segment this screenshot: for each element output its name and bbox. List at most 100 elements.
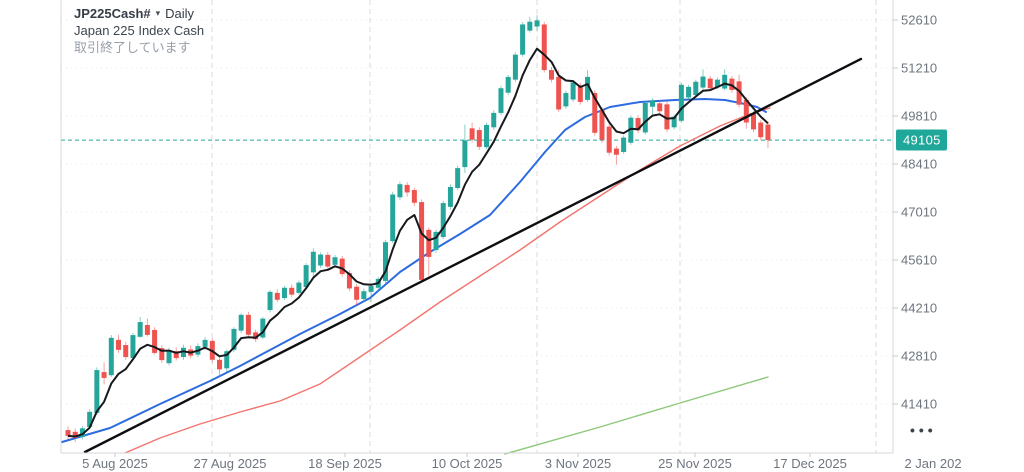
date-axis-label: 5 Aug 2025: [82, 456, 148, 471]
candle-up: [108, 337, 114, 376]
candle-up: [166, 350, 172, 364]
timeframe-label[interactable]: Daily: [165, 6, 195, 21]
current-price-badge: 49105: [896, 129, 947, 151]
candle-down: [354, 286, 360, 300]
candle-up: [722, 74, 728, 89]
candle-down: [765, 124, 771, 141]
candle-up: [202, 339, 208, 347]
symbol-name[interactable]: JP225Cash#: [74, 6, 151, 21]
candle-up: [390, 194, 396, 242]
candle-down: [411, 190, 417, 203]
price-axis-label: 42810: [901, 348, 938, 364]
candle-down: [173, 351, 179, 359]
date-axis-label: 3 Nov 2025: [544, 456, 612, 471]
date-axis-label: 17 Dec 2025: [773, 456, 847, 471]
price-axis-label: 47010: [901, 204, 938, 220]
candle-down: [245, 314, 251, 335]
candle-down: [325, 254, 331, 267]
candle-up: [686, 86, 692, 98]
candle-up: [671, 116, 677, 128]
date-axis-label: 25 Nov 2025: [658, 456, 732, 471]
date-axis-label: 18 Sep 2025: [308, 456, 382, 471]
candle-down: [339, 258, 345, 275]
ma-line-red: [124, 107, 771, 454]
candle-down: [664, 104, 670, 130]
candle-up: [137, 322, 143, 337]
candle-up: [267, 291, 273, 311]
candle-up: [260, 318, 266, 338]
candle-up: [563, 93, 569, 107]
candle-up: [512, 54, 518, 80]
ma-line-black: [67, 47, 769, 438]
candle-up: [570, 82, 576, 100]
instrument-fullname: Japan 225 Index Cash: [74, 23, 205, 38]
ma-line-green: [504, 376, 769, 455]
ma-line-blue: [61, 98, 767, 443]
candle-down: [426, 229, 432, 257]
chevron-down-icon[interactable]: ▾: [155, 8, 161, 18]
candle-down: [469, 128, 475, 140]
candle-up: [693, 81, 699, 96]
candle-down: [65, 430, 71, 436]
candle-up: [310, 251, 316, 273]
candle-down: [635, 118, 641, 131]
candle-down: [548, 70, 554, 80]
candle-up: [440, 203, 446, 238]
candle-up: [520, 24, 526, 55]
candle-up: [527, 21, 533, 31]
price-axis-label: 48410: [901, 156, 938, 172]
candle-down: [346, 273, 352, 289]
candle-up: [368, 286, 374, 292]
candle-up: [231, 328, 237, 350]
candle-up: [180, 347, 186, 358]
candle-up: [397, 184, 403, 198]
candle-up: [447, 186, 453, 207]
candle-down: [217, 359, 223, 370]
candle-down: [592, 93, 598, 133]
candle-down: [729, 78, 735, 90]
candle-down: [253, 332, 259, 340]
candle-up: [383, 242, 389, 281]
candle-down: [736, 81, 742, 105]
candle-down: [556, 76, 562, 110]
candle-up: [621, 137, 627, 152]
candle-down: [144, 324, 150, 335]
candle-up: [462, 140, 468, 168]
candle-down: [577, 85, 583, 102]
price-axis-label: 45610: [901, 252, 938, 268]
date-axis-label: 2 Jan 202: [904, 456, 962, 471]
candle-up: [361, 291, 367, 300]
candle-up: [714, 79, 720, 88]
candle-up: [303, 265, 309, 288]
candle-down: [751, 113, 757, 130]
candle-up: [332, 257, 338, 265]
candle-down: [599, 109, 605, 140]
candle-up: [491, 112, 497, 128]
candle-up: [130, 335, 136, 359]
market-status-text: 取引終了しています: [74, 40, 191, 55]
price-axis-label: 52610: [901, 12, 938, 28]
trendline[interactable]: [83, 57, 863, 454]
candle-down: [72, 431, 78, 438]
candle-up: [642, 102, 648, 133]
instrument-header: JP225Cash# ▾ Daily Japan 225 Index Cash …: [74, 5, 204, 56]
candle-down: [613, 148, 619, 155]
candle-down: [101, 372, 107, 378]
candle-down: [743, 99, 749, 123]
more-options-button[interactable]: •••: [910, 422, 937, 438]
candle-down: [758, 122, 764, 138]
candle-down: [123, 345, 129, 358]
candle-up: [678, 84, 684, 121]
candle-up: [700, 76, 706, 88]
instrument-selector[interactable]: JP225Cash# ▾ Daily: [74, 5, 204, 22]
candle-down: [419, 202, 425, 280]
candle-up: [498, 88, 504, 113]
candle-down: [289, 287, 295, 295]
price-axis-label: 41410: [901, 396, 938, 412]
candle-up: [87, 411, 93, 427]
candle-up: [224, 351, 230, 369]
candle-up: [433, 231, 439, 251]
candle-up: [455, 168, 461, 188]
